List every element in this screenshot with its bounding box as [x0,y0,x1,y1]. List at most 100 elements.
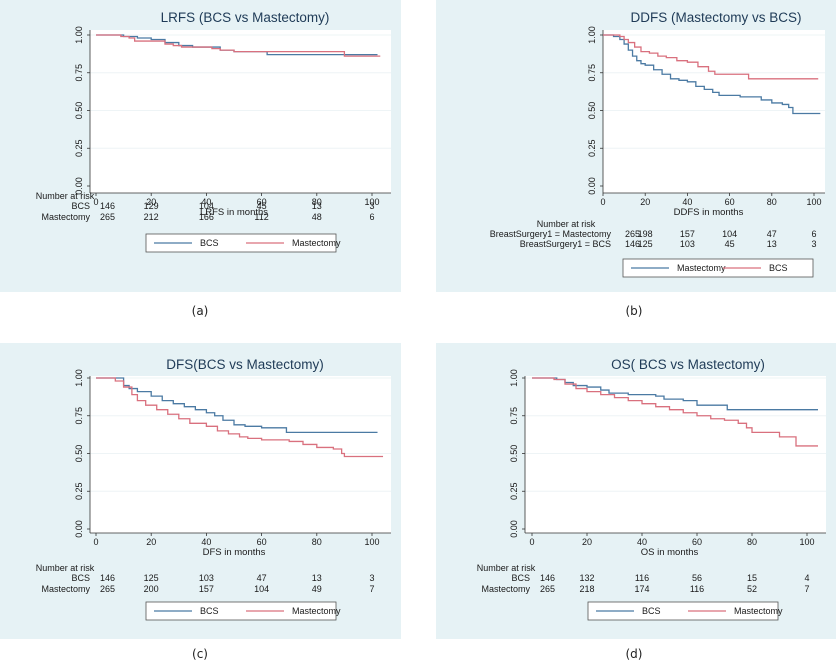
y-tick-label: 0.00 [74,177,84,195]
legend-box [622,258,814,278]
risk-value: 7 [369,584,374,594]
x-tick-label: 20 [146,197,156,207]
risk-row-label: BCS [511,573,530,583]
risk-value: 112 [254,212,268,222]
risk-row-label: BreastSurgery1 = BCS [520,239,611,249]
risk-value: 104 [254,584,269,594]
legend-label: Mastectomy [677,263,726,273]
plot-area [90,30,391,193]
risk-value: 4 [804,573,809,583]
caption-b: (b) [625,304,643,318]
caption-a: (a) [191,304,209,318]
risk-value: 104 [722,229,737,239]
y-tick-label: 0.50 [587,102,597,120]
km-curve-mastectomy [603,34,821,115]
chart-title: LRFS (BCS vs Mastectomy) [161,10,330,25]
risk-value: 3 [811,239,816,249]
risk-value: 13 [312,201,322,211]
y-tick-label: 0.00 [509,520,519,538]
risk-value: 15 [747,573,757,583]
y-tick-label: 0.75 [587,64,597,82]
legend-label: BCS [642,606,661,616]
legend-box [587,601,779,621]
risk-value: 3 [369,201,374,211]
plot-area [525,376,826,533]
km-chart-b: DDFS (Mastectomy vs BCS) 0.00 0.25 0.50 0.75… [490,10,825,278]
y-tick-label: 0.50 [509,445,519,463]
km-curve-bcs [532,377,818,411]
y-tick-label: 0.50 [74,445,84,463]
risk-value: 47 [257,573,267,583]
risk-value: 6 [811,229,816,239]
y-tick-label: 0.25 [509,482,519,500]
x-tick-label: 100 [799,537,814,547]
risk-value: 146 [540,573,555,583]
panel-c: DFS(BCS vs Mastectomy) 0.00 0.25 0.50 0.75 1.… [0,343,401,639]
x-axis-label: LRFS in months [200,207,268,218]
x-tick-label: 0 [600,197,605,207]
risk-value: 45 [257,201,267,211]
legend-label: BCS [200,238,219,248]
risk-value: 7 [804,584,809,594]
y-tick-label: 1.00 [587,26,597,44]
risk-value: 132 [579,573,594,583]
x-tick-label: 40 [637,537,647,547]
x-tick-label: 20 [146,537,156,547]
legend-label: Mastectomy [734,606,783,616]
risk-value: 129 [144,201,159,211]
risk-value: 48 [312,212,322,222]
x-tick-label: 100 [364,197,379,207]
risk-value: 116 [635,573,649,583]
risk-value: 116 [690,584,704,594]
x-tick-label: 0 [93,197,98,207]
km-curve-mastectomy [532,377,818,447]
risk-row-label: Mastectomy [481,584,530,594]
risk-value: 166 [199,212,214,222]
x-tick-label: 40 [201,537,211,547]
risk-value: 52 [747,584,757,594]
risk-value: 146 [625,239,640,249]
y-tick-label: 0.25 [74,139,84,157]
km-chart-d: OS( BCS vs Mastectomy) 0.00 0.25 0.50 0.75 1.… [477,357,826,621]
y-tick-label: 1.00 [509,369,519,387]
risk-value: 6 [369,212,374,222]
x-tick-label: 60 [725,197,735,207]
chart-title: DDFS (Mastectomy vs BCS) [630,10,801,25]
legend-box [145,601,337,621]
x-tick-label: 20 [582,537,592,547]
risk-row-label: BreastSurgery1 = Mastectomy [490,229,612,239]
panel-b: DDFS (Mastectomy vs BCS) 0.00 0.25 0.50 0.75… [436,0,836,292]
risk-value: 265 [540,584,555,594]
risk-value: 49 [312,584,322,594]
risk-value: 125 [144,573,159,583]
x-tick-label: 40 [682,197,692,207]
x-tick-label: 40 [201,197,211,207]
y-tick-label: 1.00 [74,369,84,387]
legend-label: Mastectomy [292,238,341,248]
chart-title: OS( BCS vs Mastectomy) [611,357,765,372]
risk-row-label: BCS [71,573,90,583]
risk-value: 198 [638,229,653,239]
x-tick-label: 80 [767,197,777,207]
y-tick-label: 1.00 [74,26,84,44]
risk-table-header: Number at risk [477,563,536,573]
x-tick-label: 80 [312,197,322,207]
y-tick-label: 0.75 [74,407,84,425]
risk-row-label: Mastectomy [41,212,90,222]
risk-value: 3 [369,573,374,583]
x-tick-label: 80 [312,537,322,547]
y-tick-label: 0.25 [74,482,84,500]
legend-box [145,233,337,253]
y-tick-label: 0.75 [74,64,84,82]
risk-value: 212 [144,212,159,222]
x-tick-label: 100 [364,537,379,547]
risk-value: 157 [680,229,695,239]
panel-a: LRFS (BCS vs Mastectomy) 0.00 0.25 0.50 0.75… [0,0,401,292]
x-tick-label: 60 [257,537,267,547]
risk-value: 174 [634,584,649,594]
km-curve-bcs [96,377,378,434]
km-curve-mastectomy [96,34,381,57]
risk-value: 265 [100,212,115,222]
risk-table-header: Number at risk [36,191,95,201]
y-tick-label: 0.00 [587,177,597,195]
